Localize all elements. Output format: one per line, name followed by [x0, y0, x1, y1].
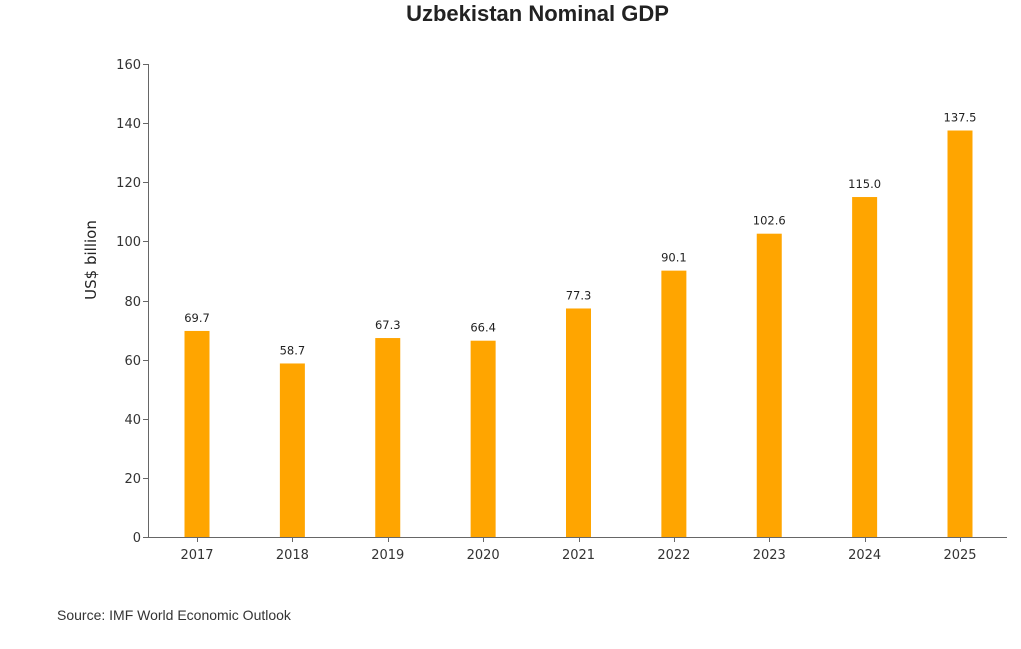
bar-2017[interactable] — [184, 330, 210, 537]
bar-2025[interactable] — [947, 130, 973, 537]
data-label-2017: 69.7 — [184, 311, 210, 325]
data-label-2022: 90.1 — [661, 251, 687, 265]
y-tick-label: 120 — [116, 176, 141, 191]
data-label-2019: 67.3 — [375, 318, 401, 332]
x-tick-label: 2025 — [943, 548, 976, 563]
bar-2021[interactable] — [566, 308, 591, 537]
data-label-2020: 66.4 — [470, 321, 496, 335]
x-tick-label: 2022 — [657, 548, 690, 563]
y-tick-label: 0 — [133, 531, 141, 546]
bar-2020[interactable] — [470, 340, 496, 537]
data-labels-group: 69.7 58.7 67.3 66.4 77.3 90.1 102.6 115.0 137.5 — [184, 111, 976, 358]
x-tick-label: 2024 — [848, 548, 881, 563]
x-tick-label: 2018 — [276, 548, 309, 563]
x-tick-label: 2020 — [467, 548, 500, 563]
y-axis-title: US$ billion — [82, 220, 100, 300]
y-tick-label: 40 — [124, 413, 141, 428]
bar-2023[interactable] — [756, 233, 782, 537]
source-note: Source: IMF World Economic Outlook — [57, 607, 291, 623]
data-label-2021: 77.3 — [566, 288, 592, 302]
y-tick-label: 20 — [124, 472, 141, 487]
x-tick-label: 2017 — [180, 548, 213, 563]
y-tick-label: 60 — [124, 354, 141, 369]
bar-2018[interactable] — [279, 363, 305, 537]
bar-2019[interactable] — [375, 338, 401, 537]
bar-2024[interactable] — [852, 197, 878, 537]
x-axis: 2017 2018 2019 2020 2021 2022 2023 2024 2025 — [148, 537, 1007, 563]
x-tick-label: 2019 — [371, 548, 404, 563]
x-tick-label: 2023 — [753, 548, 786, 563]
y-tick-label: 100 — [116, 235, 141, 250]
bar-2022[interactable] — [661, 270, 687, 537]
data-label-2018: 58.7 — [280, 343, 306, 357]
data-label-2023: 102.6 — [753, 214, 786, 228]
y-tick-label: 140 — [116, 117, 141, 132]
y-tick-label: 160 — [116, 58, 141, 73]
data-label-2024: 115.0 — [848, 177, 881, 191]
y-axis: 0 20 40 60 80 100 120 140 160 — [116, 58, 149, 546]
bars-group — [184, 130, 973, 537]
x-tick-label: 2021 — [562, 548, 595, 563]
chart-title: Uzbekistan Nominal GDP — [406, 1, 669, 26]
data-label-2025: 137.5 — [944, 111, 977, 125]
y-tick-label: 80 — [124, 295, 141, 310]
